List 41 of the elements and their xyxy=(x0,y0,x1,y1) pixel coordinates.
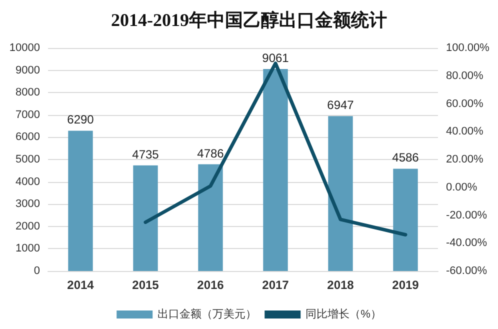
data-label: 9061 xyxy=(262,50,290,65)
x-tick-label: 2016 xyxy=(197,278,224,292)
data-label: 6947 xyxy=(327,98,354,112)
y-tick-label: 1000 xyxy=(16,242,40,255)
y-tick-label: 10000 xyxy=(9,42,40,54)
y2-tick-label: 100.00% xyxy=(446,42,490,54)
x-tick-label: 2017 xyxy=(262,278,290,292)
bar xyxy=(133,165,158,271)
y2-tick-label: -20.00% xyxy=(446,209,488,222)
y-tick-label: 6000 xyxy=(16,131,40,144)
y-tick-label: 5000 xyxy=(16,154,40,166)
bar xyxy=(198,164,223,271)
data-label: 4786 xyxy=(197,146,224,160)
x-tick-label: 2018 xyxy=(327,278,354,292)
y2-tick-label: 0.00% xyxy=(446,181,478,194)
bar xyxy=(263,68,288,271)
y2-tick-label: 80.00% xyxy=(446,70,484,82)
bar xyxy=(393,168,418,271)
legend-label: 出口金额（万美元） xyxy=(158,308,257,320)
legend-label: 同比增长（%） xyxy=(306,308,382,320)
chart-title: 2014-2019年中国乙醇出口金额统计 xyxy=(111,10,387,30)
y2-tick-label: 40.00% xyxy=(446,126,484,138)
y2-tick-label: 60.00% xyxy=(446,98,484,110)
x-tick-label: 2019 xyxy=(392,278,420,292)
data-label: 4586 xyxy=(392,150,420,165)
y-tick-label: 9000 xyxy=(16,64,40,76)
bar xyxy=(328,116,353,271)
y-tick-label: 8000 xyxy=(16,86,40,99)
x-tick-label: 2015 xyxy=(132,278,160,292)
bar xyxy=(68,130,93,271)
y2-tick-label: -40.00% xyxy=(446,237,488,250)
y-tick-label: 0 xyxy=(34,265,40,277)
x-tick-label: 2014 xyxy=(67,278,94,292)
data-label: 6290 xyxy=(67,112,94,127)
y2-tick-label: 20.00% xyxy=(446,154,484,166)
y2-tick-label: -60.00% xyxy=(446,265,488,277)
y-tick-label: 2000 xyxy=(16,220,40,232)
data-label: 4735 xyxy=(132,147,160,162)
y-tick-label: 4000 xyxy=(16,176,40,188)
y-tick-label: 3000 xyxy=(16,198,40,210)
y-tick-label: 7000 xyxy=(16,108,40,121)
